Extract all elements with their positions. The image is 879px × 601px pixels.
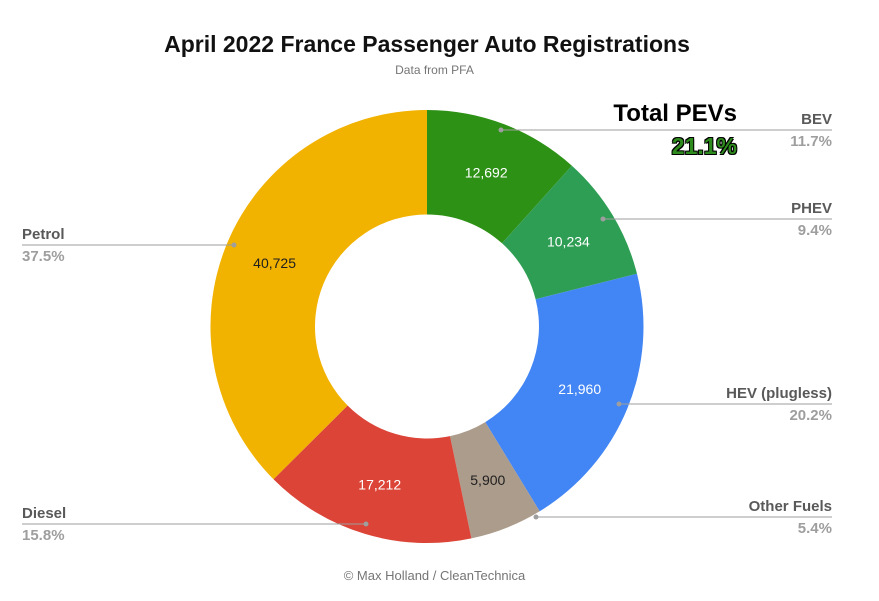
callout-percent: 11.7%	[790, 133, 832, 150]
slice-hev-plugless[interactable]	[485, 273, 644, 512]
callout-label: HEV (plugless)	[726, 385, 832, 402]
callout-hev-plugless: HEV (plugless) 20.2%	[726, 384, 832, 425]
slice-value-label: 17,212	[358, 477, 401, 493]
credit-text: © Max Holland / CleanTechnica	[343, 568, 526, 583]
total-pevs-value: 21.1%	[671, 133, 737, 159]
slice-value-label: 5,900	[470, 472, 505, 488]
slice-value-label: 12,692	[465, 165, 508, 181]
chart-title: April 2022 France Passenger Auto Registr…	[164, 31, 690, 57]
callout-percent: 37.5%	[22, 248, 65, 265]
total-pevs-label: Total PEVs	[613, 100, 737, 127]
callout-percent: 9.4%	[797, 222, 832, 239]
callout-petrol: Petrol 37.5%	[22, 225, 65, 266]
slice-petrol[interactable]	[210, 110, 427, 480]
leader-dot	[363, 521, 369, 527]
callout-percent: 15.8%	[22, 527, 65, 544]
callout-phev: PHEV 9.4%	[791, 199, 832, 240]
chart-subtitle: Data from PFA	[395, 63, 474, 77]
callout-label: PHEV	[791, 200, 832, 217]
leader-dot	[533, 514, 539, 520]
callout-diesel: Diesel 15.8%	[22, 504, 66, 545]
slice-other-fuels[interactable]	[450, 422, 540, 539]
callout-label: Diesel	[22, 505, 67, 522]
slice-bev[interactable]	[427, 110, 572, 244]
leader-dot	[600, 216, 606, 222]
callout-bev: BEV 11.7%	[790, 110, 832, 151]
callout-percent: 5.4%	[797, 520, 832, 537]
leader-dot	[616, 401, 622, 407]
leader-dot	[498, 127, 504, 133]
callout-label: Other Fuels	[748, 498, 832, 515]
slice-value-label: 10,234	[547, 233, 590, 249]
leader-dot	[231, 242, 237, 248]
callout-percent: 20.2%	[789, 407, 832, 424]
callout-label: Petrol	[22, 226, 65, 243]
slice-value-label: 21,960	[558, 381, 601, 397]
callout-label: BEV	[801, 111, 832, 128]
slice-value-label: 40,725	[253, 255, 296, 271]
slice-diesel[interactable]	[273, 405, 472, 544]
slice-phev[interactable]	[502, 165, 637, 300]
callout-other-fuels: Other Fuels 5.4%	[749, 497, 832, 538]
